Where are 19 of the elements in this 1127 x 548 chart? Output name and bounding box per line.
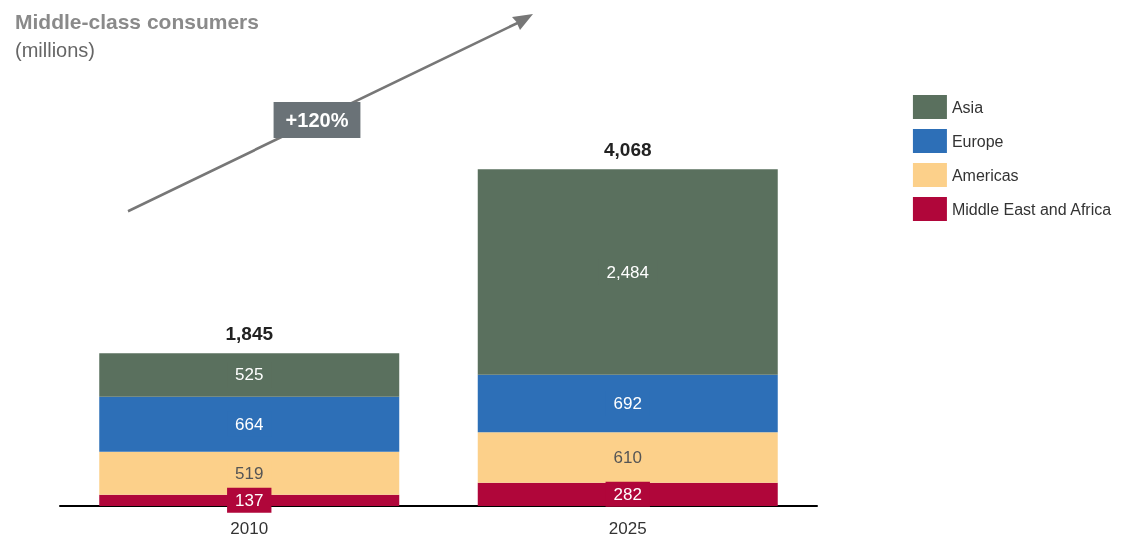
- legend-label: Middle East and Africa: [951, 200, 1112, 218]
- data-label: 664: [235, 414, 264, 434]
- data-label: 692: [613, 393, 642, 413]
- data-label: 610: [613, 447, 642, 467]
- data-label: 2,484: [606, 262, 650, 282]
- x-tick-label: 2010: [230, 519, 269, 538]
- legend-label: Europe: [951, 132, 1004, 150]
- chart-title: Middle-class consumers: [15, 10, 259, 33]
- total-label: 4,068: [603, 139, 652, 161]
- x-tick-label: 2025: [608, 519, 647, 538]
- data-label: 282: [613, 484, 642, 504]
- legend-label: Asia: [951, 98, 984, 116]
- data-label: 137: [235, 490, 264, 510]
- total-label: 1,845: [225, 323, 274, 345]
- data-label: 525: [235, 365, 264, 385]
- legend-label: Americas: [951, 166, 1019, 184]
- data-label: 519: [235, 463, 264, 483]
- chart-subtitle: (millions): [15, 39, 95, 61]
- text: +120%: [285, 109, 349, 131]
